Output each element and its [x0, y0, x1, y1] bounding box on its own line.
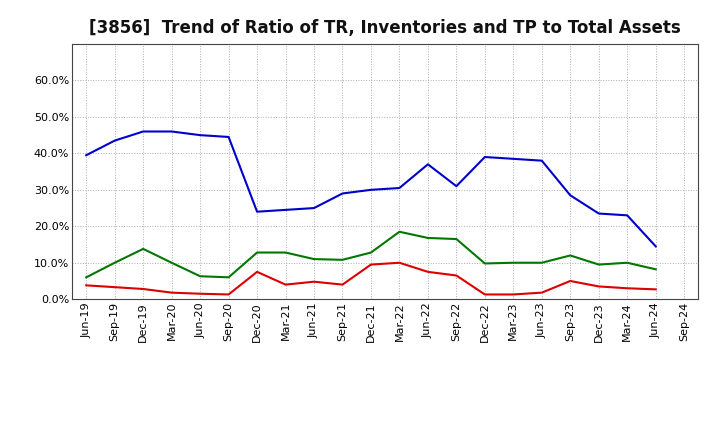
Trade Receivables	[452, 273, 461, 278]
Inventories	[509, 156, 518, 161]
Trade Receivables	[509, 292, 518, 297]
Inventories	[282, 207, 290, 213]
Trade Receivables	[139, 286, 148, 292]
Inventories	[395, 185, 404, 191]
Trade Payables	[452, 236, 461, 242]
Trade Receivables	[225, 292, 233, 297]
Trade Receivables	[253, 269, 261, 275]
Inventories	[623, 213, 631, 218]
Inventories	[225, 134, 233, 139]
Trade Receivables	[395, 260, 404, 265]
Trade Receivables	[566, 279, 575, 284]
Trade Payables	[652, 267, 660, 272]
Inventories	[310, 205, 318, 211]
Inventories	[423, 161, 432, 167]
Line: Trade Payables: Trade Payables	[86, 232, 656, 277]
Inventories	[595, 211, 603, 216]
Inventories	[652, 244, 660, 249]
Line: Inventories: Inventories	[86, 132, 656, 246]
Trade Payables	[537, 260, 546, 265]
Inventories	[196, 132, 204, 138]
Trade Receivables	[595, 284, 603, 289]
Inventories	[480, 154, 489, 160]
Inventories	[537, 158, 546, 163]
Trade Receivables	[623, 286, 631, 291]
Inventories	[82, 153, 91, 158]
Trade Payables	[139, 246, 148, 252]
Inventories	[167, 129, 176, 134]
Trade Payables	[167, 260, 176, 265]
Trade Receivables	[338, 282, 347, 287]
Title: [3856]  Trend of Ratio of TR, Inventories and TP to Total Assets: [3856] Trend of Ratio of TR, Inventories…	[89, 19, 681, 37]
Trade Payables	[338, 257, 347, 263]
Trade Payables	[509, 260, 518, 265]
Inventories	[139, 129, 148, 134]
Inventories	[566, 193, 575, 198]
Line: Trade Receivables: Trade Receivables	[86, 263, 656, 294]
Trade Payables	[566, 253, 575, 258]
Trade Payables	[623, 260, 631, 265]
Trade Receivables	[310, 279, 318, 284]
Trade Payables	[595, 262, 603, 267]
Trade Payables	[310, 257, 318, 262]
Trade Receivables	[423, 269, 432, 275]
Trade Payables	[110, 260, 119, 265]
Trade Payables	[423, 235, 432, 241]
Trade Receivables	[196, 291, 204, 297]
Trade Receivables	[82, 283, 91, 288]
Inventories	[253, 209, 261, 214]
Trade Payables	[225, 275, 233, 280]
Trade Payables	[395, 229, 404, 235]
Trade Payables	[480, 261, 489, 266]
Legend: Trade Receivables, Inventories, Trade Payables: Trade Receivables, Inventories, Trade Pa…	[155, 438, 616, 440]
Trade Receivables	[480, 292, 489, 297]
Inventories	[366, 187, 375, 192]
Trade Payables	[196, 274, 204, 279]
Inventories	[452, 183, 461, 189]
Inventories	[110, 138, 119, 143]
Trade Receivables	[167, 290, 176, 295]
Trade Payables	[366, 250, 375, 255]
Trade Payables	[82, 275, 91, 280]
Trade Receivables	[282, 282, 290, 287]
Inventories	[338, 191, 347, 196]
Trade Receivables	[110, 285, 119, 290]
Trade Receivables	[537, 290, 546, 295]
Trade Payables	[282, 250, 290, 255]
Trade Receivables	[652, 287, 660, 292]
Trade Receivables	[366, 262, 375, 267]
Trade Payables	[253, 250, 261, 255]
